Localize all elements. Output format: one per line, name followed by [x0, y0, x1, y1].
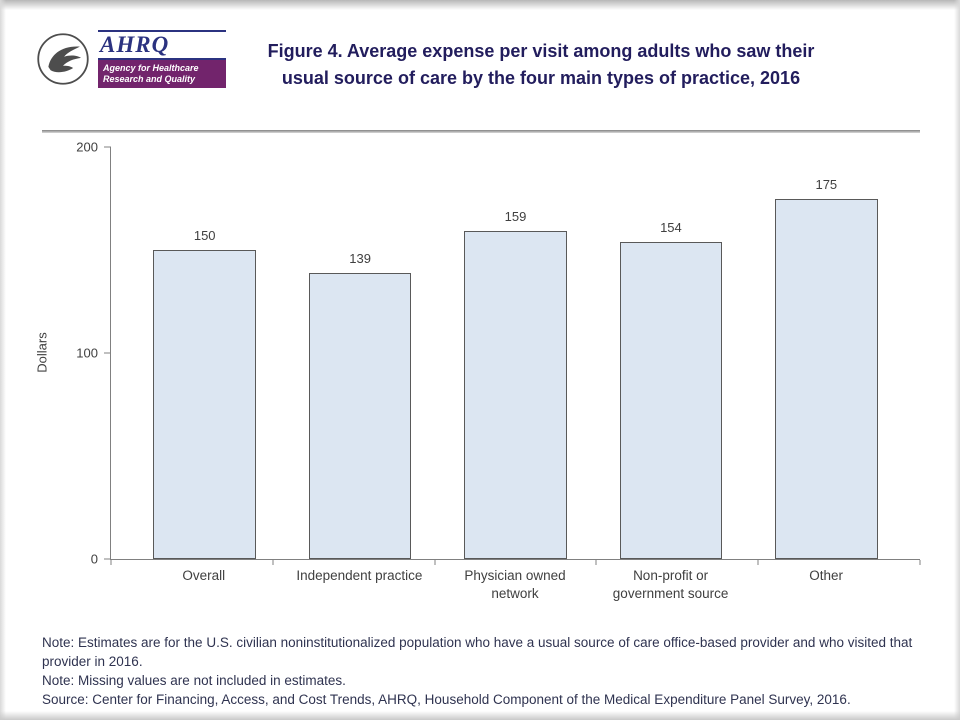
bar-column: 150 [127, 147, 282, 559]
hhs-eagle-icon [36, 32, 90, 86]
y-axis-tick-label: 100 [76, 345, 98, 361]
logo-group: AHRQ Agency for Healthcare Research and … [36, 30, 226, 89]
header: AHRQ Agency for Healthcare Research and … [0, 0, 960, 92]
note-line-3: Source: Center for Financing, Access, an… [42, 692, 851, 707]
bar [308, 272, 412, 559]
x-axis-tick [595, 560, 597, 565]
bar-value-label: 150 [193, 228, 216, 243]
bar [619, 241, 723, 559]
x-axis-category-label: Other [809, 568, 844, 583]
note-line-1: Note: Estimates are for the U.S. civilia… [42, 635, 913, 669]
bar [464, 231, 567, 559]
bar-value-label: 175 [815, 176, 838, 192]
notes: Note: Estimates are for the U.S. civilia… [42, 633, 918, 709]
x-axis-tick [919, 560, 921, 565]
bar-value-label: 139 [349, 250, 371, 266]
bar-value-label: 154 [660, 219, 682, 235]
x-axis-tick [110, 560, 112, 565]
x-axis-tick [757, 560, 759, 565]
y-axis-tick [104, 558, 111, 560]
figure-title-line1: Figure 4. Average expense per visit amon… [267, 41, 815, 61]
slide-edge-bottom [0, 711, 960, 720]
bars: 150 139 159 154 175 [111, 147, 920, 559]
x-axis-tick [272, 560, 274, 565]
x-axis-category-label: Overall [182, 568, 226, 583]
plot-area: 150 139 159 154 175 0 100 200 [76, 140, 921, 567]
bar-column: 154 [593, 147, 748, 559]
ahrq-tagline-line2: Research and Quality [103, 74, 196, 85]
y-axis-title: Dollars [34, 332, 50, 373]
y-axis-tick [104, 146, 111, 148]
ahrq-tagline-line1: Agency for Healthcare [103, 63, 199, 74]
header-divider [42, 130, 920, 133]
x-axis-tick [434, 560, 436, 565]
slide-edge-top [0, 0, 960, 10]
x-axis-labels: Overall Independent practice Physician own… [110, 567, 920, 603]
bar-column: 159 [438, 147, 593, 559]
bar-column: 175 [749, 147, 904, 559]
ahrq-logo: AHRQ Agency for Healthcare Research and … [98, 30, 226, 89]
bar-value-label: 159 [504, 209, 527, 225]
bar-column: 139 [282, 147, 437, 559]
figure-title: Figure 4. Average expense per visit amon… [226, 38, 920, 92]
y-axis-tick [104, 352, 111, 354]
bar [153, 250, 256, 559]
slide-edge-left [0, 0, 6, 720]
note-line-2: Note: Missing values are not included in… [42, 673, 346, 688]
figure-title-line2: usual source of care by the four main ty… [281, 68, 801, 88]
x-axis-category-label: Independent practice [296, 568, 423, 583]
x-axis-category-label: Non-profit or government source [612, 568, 729, 601]
y-axis-tick-label: 0 [90, 551, 98, 567]
ahrq-acronym: AHRQ [98, 30, 226, 61]
bar-chart: Dollars 150 139 159 154 175 0 100 200 Overall I… [35, 140, 921, 603]
slide-edge-right [954, 0, 960, 720]
bar [775, 198, 878, 559]
x-axis-category-label: Physician owned network [464, 568, 566, 601]
ahrq-tagline: Agency for Healthcare Research and Quali… [98, 60, 226, 89]
y-axis-tick-label: 200 [76, 139, 98, 155]
